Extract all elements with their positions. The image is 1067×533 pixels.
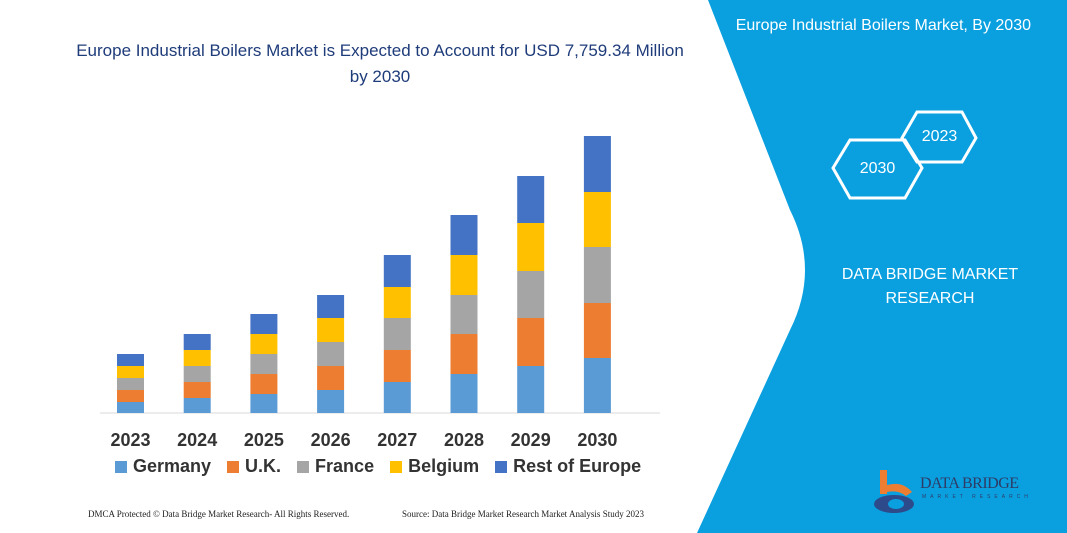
bar-segment-germany-2023 [117,402,144,413]
side-panel-title: Europe Industrial Boilers Market, By 203… [735,17,1031,34]
bar-segment-france-2025 [250,354,278,374]
bars [117,136,611,413]
bar-segment-germany-2027 [383,382,411,413]
bar-segment-france-2024 [183,366,211,382]
bar-segment-belgium-2024 [183,350,211,366]
legend-item-rest-of-europe: Rest of Europe [495,456,641,477]
bar-segment-belgium-2023 [117,366,144,378]
bar-segment-germany-2025 [250,394,278,413]
bar-segment-rest-of-europe-2027 [383,255,411,287]
bar-segment-france-2028 [450,295,478,334]
legend-label: Belgium [408,456,480,476]
bar-segment-rest-of-europe-2029 [517,176,545,223]
bar-segment-u-k--2024 [183,382,211,398]
legend-swatch [227,460,240,473]
x-tick-label: 2029 [510,430,551,450]
legend-label: Rest of Europe [513,456,642,476]
bar-segment-u-k--2025 [250,374,278,394]
bar-segment-belgium-2029 [517,223,545,271]
chart-title: Europe Industrial Boilers Market is Expe… [76,41,684,86]
bar-segment-belgium-2025 [250,334,278,354]
bar-segment-germany-2030 [583,358,611,413]
bar-segment-u-k--2028 [450,334,478,374]
bar-segment-u-k--2027 [383,350,411,382]
bar-segment-rest-of-europe-2024 [183,334,211,350]
bar-segment-germany-2029 [517,366,545,413]
bar-segment-rest-of-europe-2025 [250,314,278,334]
legend-label: France [315,456,375,476]
x-tick-label: 2028 [443,430,485,450]
footer-copyright: DMCA Protected © Data Bridge Market Rese… [88,509,350,519]
bar-segment-germany-2028 [450,374,478,413]
hexagon-2030 [831,110,978,200]
x-tick-label: 2023 [110,430,151,450]
bar-segment-france-2029 [517,271,545,318]
legend: Germany U.K. France Belgium Rest of Euro… [115,456,641,477]
bar-segment-germany-2026 [317,390,345,413]
x-tick-label: 2024 [177,430,218,450]
legend-swatch [495,460,508,473]
hex-label-2030: 2030 [859,160,896,177]
hex-label-2023: 2023 [921,128,958,145]
legend-swatch [115,460,127,473]
footer-source: Source: Data Bridge Market Research Mark… [402,509,644,519]
legend-item-belgium: Belgium [390,456,479,477]
x-tick-label: 2025 [243,430,284,450]
bar-segment-belgium-2026 [317,318,345,342]
bar-segment-germany-2024 [183,398,211,413]
brand-text: DATA BRIDGE MARKET RESEARCH [841,266,1019,307]
bar-segment-france-2026 [317,342,345,366]
legend-item-germany: Germany [115,456,211,477]
bar-segment-rest-of-europe-2030 [583,136,611,192]
bar-segment-france-2030 [583,247,611,303]
bar-segment-u-k--2030 [583,303,611,358]
logo-text: DATA BRIDGE [920,475,1019,492]
bar-segment-belgium-2028 [450,255,478,295]
bar-segment-rest-of-europe-2026 [317,295,345,318]
legend-item-france: France [297,456,374,477]
bar-segment-belgium-2030 [583,192,611,247]
x-tick-label: 2030 [577,430,618,450]
bar-segment-belgium-2027 [383,287,411,318]
x-tick-label: 2027 [377,430,418,450]
bar-segment-u-k--2029 [517,318,545,366]
legend-label: U.K. [245,456,282,476]
legend-swatch [390,460,403,473]
legend-label: Germany [133,456,212,476]
bar-segment-rest-of-europe-2028 [450,215,478,255]
bar-segment-u-k--2026 [317,366,345,390]
logo-subtext: MARKET RESEARCH [922,494,1032,500]
legend-item-uk: U.K. [227,456,281,477]
bar-segment-rest-of-europe-2023 [117,354,144,366]
legend-swatch [297,460,310,473]
bar-segment-u-k--2023 [117,390,144,402]
bar-segment-france-2023 [117,378,144,390]
x-tick-label: 2026 [310,430,351,450]
bar-segment-france-2027 [383,318,411,350]
data-bridge-logo [874,470,914,513]
